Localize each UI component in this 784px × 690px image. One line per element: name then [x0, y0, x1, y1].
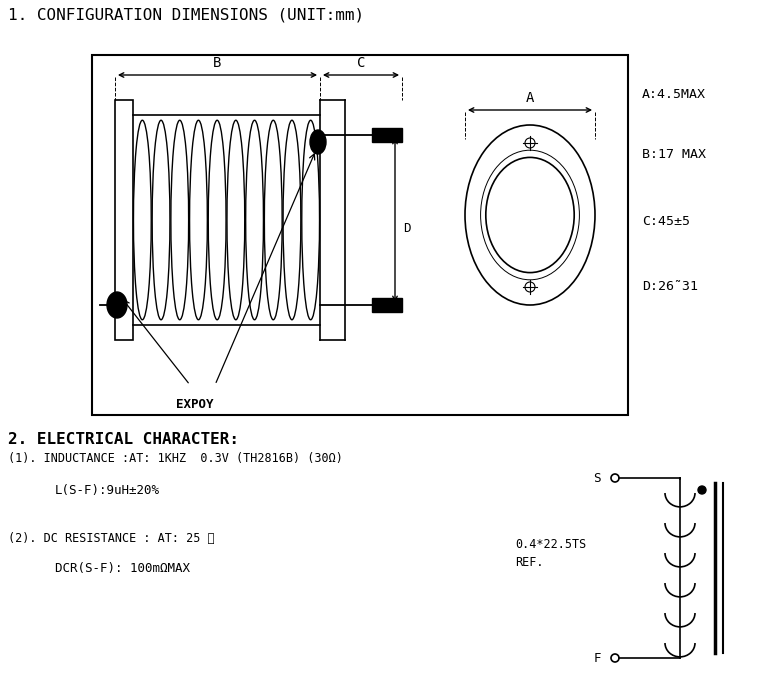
Bar: [372, 128, 402, 142]
Ellipse shape: [481, 150, 579, 280]
Ellipse shape: [245, 120, 263, 319]
Ellipse shape: [227, 120, 245, 319]
Text: D:26˜31: D:26˜31: [642, 280, 698, 293]
Text: D: D: [403, 221, 411, 235]
Text: A:4.5MAX: A:4.5MAX: [642, 88, 706, 101]
Text: REF.: REF.: [515, 556, 543, 569]
Text: (1). INDUCTANCE :AT: 1KHZ  0.3V (TH2816B) (30Ω): (1). INDUCTANCE :AT: 1KHZ 0.3V (TH2816B)…: [8, 452, 343, 465]
Ellipse shape: [486, 157, 574, 273]
Ellipse shape: [190, 120, 207, 319]
Text: (2). DC RESISTANCE : AT: 25 ℃: (2). DC RESISTANCE : AT: 25 ℃: [8, 532, 215, 545]
Bar: [372, 298, 402, 312]
Ellipse shape: [152, 120, 170, 319]
Ellipse shape: [133, 120, 151, 319]
Text: 1. CONFIGURATION DIMENSIONS (UNIT:mm): 1. CONFIGURATION DIMENSIONS (UNIT:mm): [8, 8, 364, 23]
Ellipse shape: [171, 120, 189, 319]
Circle shape: [698, 486, 706, 494]
Ellipse shape: [264, 120, 282, 319]
Ellipse shape: [302, 120, 320, 319]
Text: L(S-F):9uH±20%: L(S-F):9uH±20%: [55, 484, 160, 497]
Bar: [115, 100, 133, 340]
Ellipse shape: [209, 120, 226, 319]
Text: B:17 MAX: B:17 MAX: [642, 148, 706, 161]
Ellipse shape: [283, 120, 301, 319]
Ellipse shape: [310, 130, 326, 154]
Text: 2. ELECTRICAL CHARACTER:: 2. ELECTRICAL CHARACTER:: [8, 432, 239, 447]
Text: B: B: [213, 56, 222, 70]
Text: DCR(S-F): 100mΩMAX: DCR(S-F): 100mΩMAX: [55, 562, 190, 575]
Text: C:45±5: C:45±5: [642, 215, 690, 228]
Text: EXPOY: EXPOY: [176, 398, 214, 411]
Text: F: F: [593, 651, 601, 664]
Ellipse shape: [107, 292, 127, 318]
Text: C: C: [357, 56, 365, 70]
Bar: [92, 55, 628, 415]
Ellipse shape: [465, 125, 595, 305]
Text: 0.4*22.5TS: 0.4*22.5TS: [515, 538, 586, 551]
Text: A: A: [526, 91, 534, 105]
Text: S: S: [593, 471, 601, 484]
